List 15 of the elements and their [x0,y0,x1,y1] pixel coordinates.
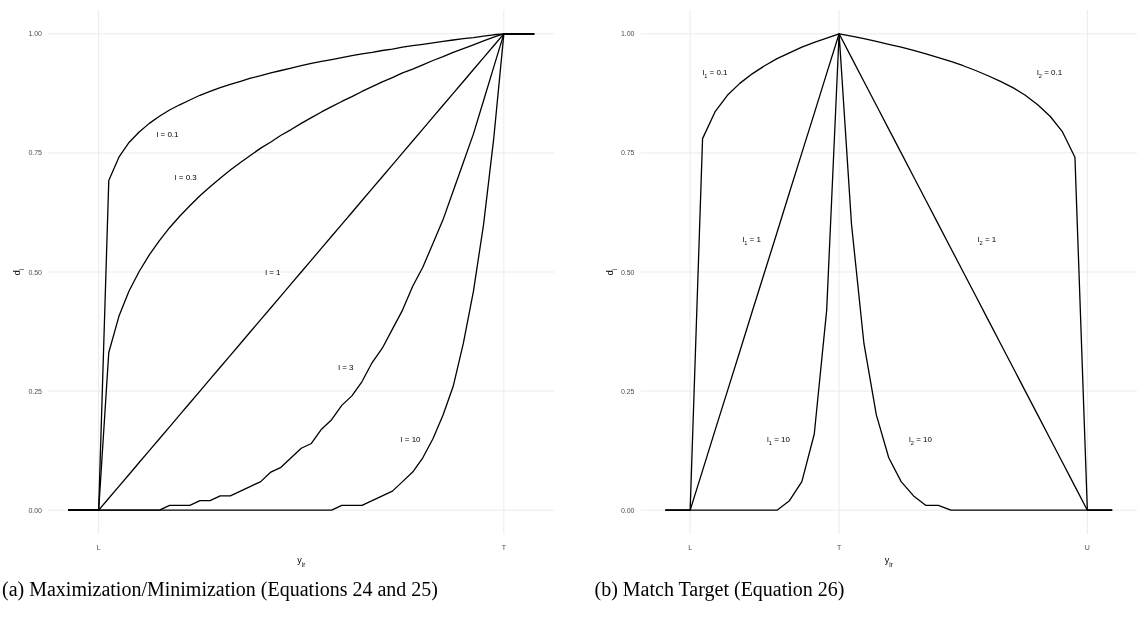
annotation: l$_{1}$ = 1 [742,234,762,246]
annotation: l$_{1}$ = 10 [767,434,791,446]
annotation: l = 0.3 [174,172,198,182]
annotation: l = 10 [400,434,422,444]
x-axis-title: y$_{ir}$ [297,555,306,568]
annotation: l = 0.1 [156,129,180,139]
annotation: l$_{2}$ = 0.1 [1037,67,1063,79]
annotation: l$_{1}$ = 0.1 [702,67,729,79]
annotation: l = 3 [338,363,355,373]
annotation: l$_{2}$ = 10 [909,434,933,446]
annotation: l = 1 [265,268,282,277]
text: (b) Match Target (Equation 26) [594,578,845,601]
annotation: l$_{2}$ = 1 [977,234,997,246]
x-axis-title: y$_{ir}$ [884,555,893,568]
text: (a) Maximization/Minimization (Equations 24 and 25) [2,578,439,601]
